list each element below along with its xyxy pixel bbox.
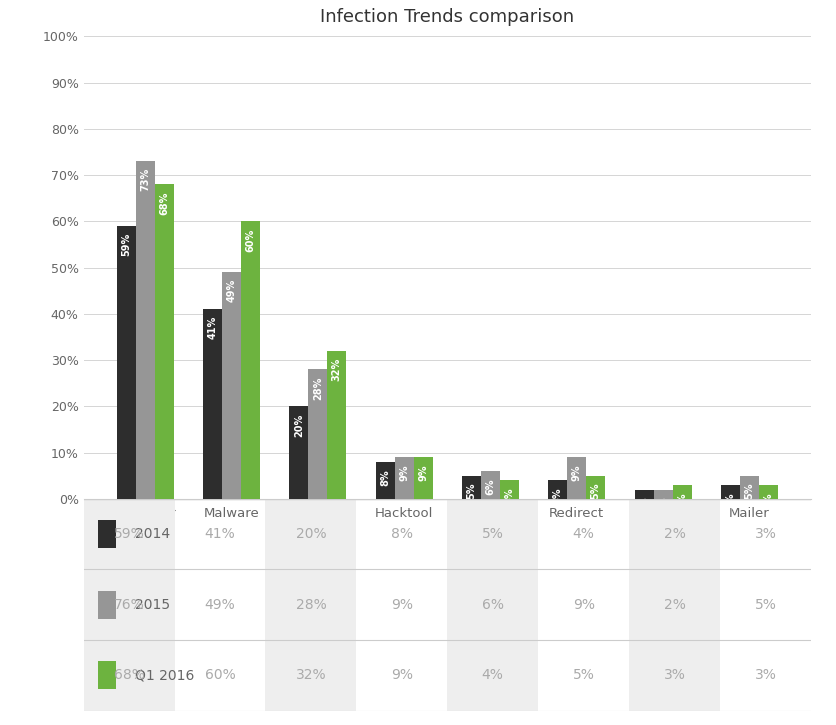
Text: 59%: 59%	[114, 527, 145, 542]
Text: 28%: 28%	[295, 597, 326, 612]
Text: 3%: 3%	[755, 527, 777, 542]
Text: 41%: 41%	[205, 527, 236, 542]
Bar	[740, 476, 759, 499]
Bar	[117, 226, 135, 499]
Bar	[630, 640, 720, 710]
Text: 4%: 4%	[573, 527, 594, 542]
Text: 3%: 3%	[677, 492, 687, 508]
Text: 4%: 4%	[553, 487, 563, 504]
Bar	[481, 471, 500, 499]
Text: 76%: 76%	[114, 597, 145, 612]
Text: 9%: 9%	[573, 597, 594, 612]
Text: 5%: 5%	[466, 483, 477, 500]
Text: 41%: 41%	[207, 316, 217, 339]
Text: 2014: 2014	[135, 527, 170, 542]
Text: 2%: 2%	[658, 497, 668, 513]
Text: 32%: 32%	[332, 358, 342, 381]
Text: 3%: 3%	[664, 668, 686, 682]
Text: 73%: 73%	[140, 168, 150, 191]
Text: 32%: 32%	[296, 668, 326, 682]
Text: 5%: 5%	[482, 527, 503, 542]
Text: 8%: 8%	[390, 527, 413, 542]
Bar	[548, 481, 568, 499]
Bar	[654, 489, 672, 499]
Text: 49%: 49%	[205, 597, 236, 612]
Text: 20%: 20%	[293, 413, 303, 436]
Text: 8%: 8%	[380, 469, 390, 486]
Text: 9%: 9%	[418, 464, 428, 481]
Bar	[241, 221, 260, 499]
Bar	[203, 310, 222, 499]
Bar	[586, 476, 605, 499]
Bar	[447, 640, 538, 710]
Text: 68%: 68%	[159, 191, 169, 215]
Bar	[672, 485, 691, 499]
Bar	[721, 485, 740, 499]
Text: 2%: 2%	[664, 597, 686, 612]
Text: 9%: 9%	[572, 464, 582, 481]
Text: 60%: 60%	[205, 668, 236, 682]
Text: 5%: 5%	[573, 668, 594, 682]
Bar	[98, 661, 116, 689]
Bar	[222, 272, 241, 499]
Text: 59%: 59%	[121, 233, 131, 256]
Bar	[266, 640, 356, 710]
Text: 20%: 20%	[296, 527, 326, 542]
Bar	[375, 462, 395, 499]
Text: 3%: 3%	[755, 668, 777, 682]
Title: Infection Trends comparison: Infection Trends comparison	[320, 9, 574, 26]
Text: 4%: 4%	[482, 668, 503, 682]
Text: 9%: 9%	[390, 668, 413, 682]
Bar	[414, 457, 432, 499]
Bar	[630, 499, 720, 569]
Text: 28%: 28%	[313, 376, 323, 399]
Text: 5%: 5%	[591, 483, 601, 500]
Bar	[447, 499, 538, 569]
Text: 3%: 3%	[726, 492, 736, 508]
Bar	[289, 407, 308, 499]
Bar	[759, 485, 777, 499]
Bar	[308, 370, 327, 499]
Bar	[135, 161, 155, 499]
Text: 2%: 2%	[639, 497, 649, 513]
Bar	[447, 569, 538, 640]
Bar	[635, 489, 654, 499]
Bar	[500, 481, 519, 499]
Text: 3%: 3%	[763, 492, 773, 508]
Text: 60%: 60%	[246, 228, 256, 252]
Bar	[98, 591, 116, 619]
Text: 5%: 5%	[744, 483, 754, 500]
Bar	[266, 569, 356, 640]
Bar	[98, 520, 116, 548]
Bar	[630, 569, 720, 640]
Text: Q1 2016: Q1 2016	[135, 668, 194, 682]
Text: 68%: 68%	[114, 668, 145, 682]
Bar	[395, 457, 414, 499]
Bar	[155, 184, 174, 499]
Text: 49%: 49%	[227, 279, 237, 302]
Text: 9%: 9%	[399, 464, 409, 481]
Bar	[462, 476, 481, 499]
Bar	[568, 457, 586, 499]
Text: 9%: 9%	[390, 597, 413, 612]
Bar	[84, 640, 175, 710]
Text: 2%: 2%	[664, 527, 686, 542]
Text: 6%: 6%	[482, 597, 504, 612]
Bar	[327, 351, 346, 499]
Text: 4%: 4%	[504, 487, 514, 504]
Text: 2015: 2015	[135, 597, 170, 612]
Text: 6%: 6%	[486, 478, 496, 494]
Bar	[266, 499, 356, 569]
Text: 5%: 5%	[755, 597, 777, 612]
Bar	[84, 569, 175, 640]
Bar	[84, 499, 175, 569]
